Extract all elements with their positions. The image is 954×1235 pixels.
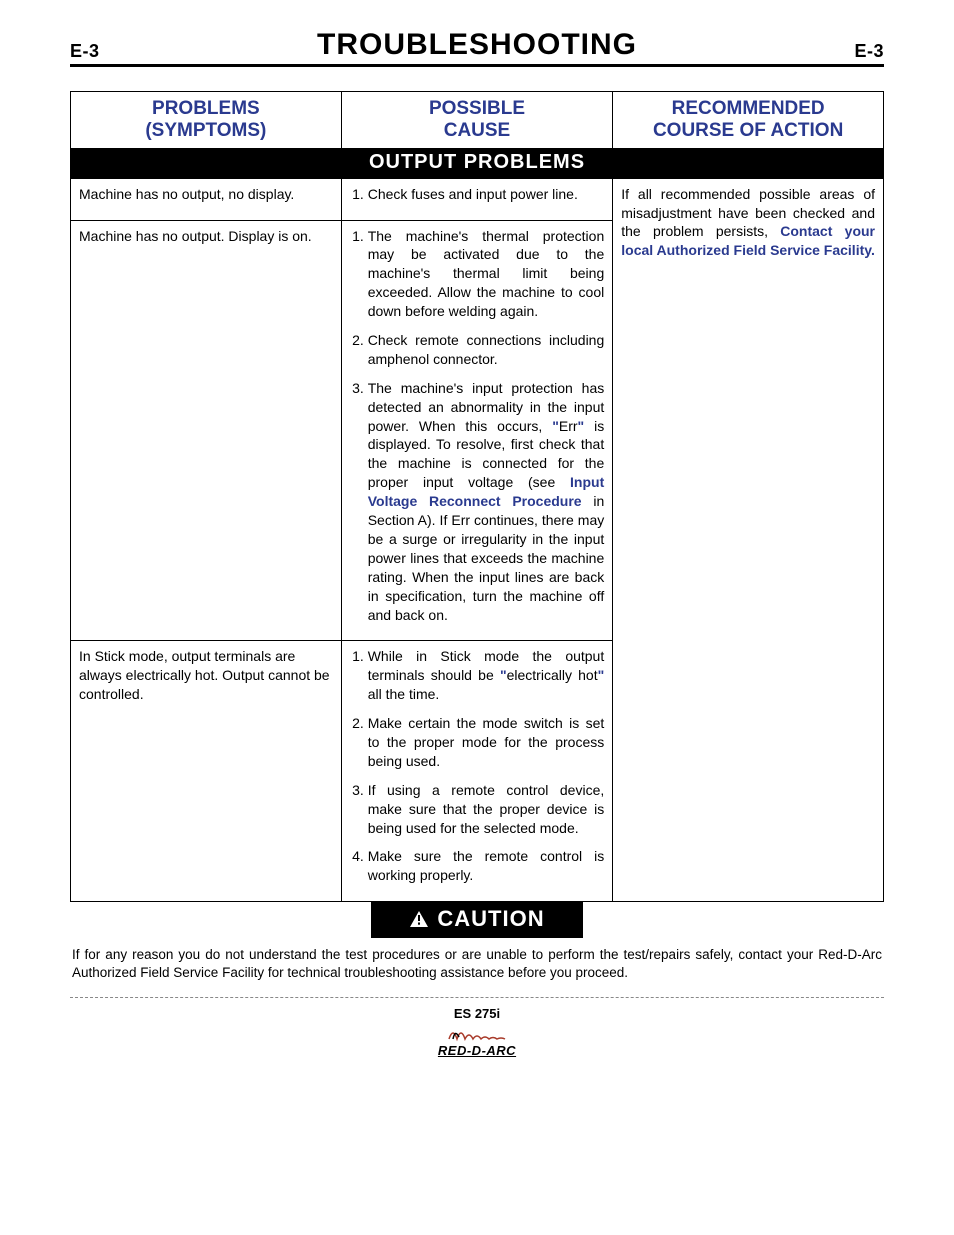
cause-cell: The machine's thermal protection may be …: [341, 220, 613, 641]
cause-item: Check remote connections including amphe…: [368, 331, 605, 369]
problem-cell: Machine has no output. Display is on.: [71, 220, 342, 641]
recommended-cell: If all recommended possible areas of mis…: [613, 178, 884, 902]
page-title: TROUBLESHOOTING: [317, 28, 637, 62]
brand-logo-icon: [447, 1023, 507, 1043]
dashed-separator: [70, 997, 884, 998]
section-band-label: OUTPUT PROBLEMS: [71, 148, 884, 178]
cause-item: Make sure the remote control is working …: [368, 847, 605, 885]
cause-item: While in Stick mode the output terminals…: [368, 647, 605, 704]
page-code-right: E-3: [854, 41, 884, 62]
model-number: ES 275i: [70, 1006, 884, 1021]
page-code-left: E-3: [70, 41, 100, 62]
problem-cell: Machine has no output, no display.: [71, 178, 342, 220]
table-row: Machine has no output, no display. Check…: [71, 178, 884, 220]
col-head-action: RECOMMENDEDCOURSE OF ACTION: [613, 92, 884, 149]
troubleshooting-table: PROBLEMS(SYMPTOMS) POSSIBLECAUSE RECOMME…: [70, 91, 884, 902]
cause-cell: While in Stick mode the output terminals…: [341, 641, 613, 902]
table-header-row: PROBLEMS(SYMPTOMS) POSSIBLECAUSE RECOMME…: [71, 92, 884, 149]
section-band: OUTPUT PROBLEMS: [71, 148, 884, 178]
cause-item: Check fuses and input power line.: [368, 185, 605, 204]
cause-item: Make certain the mode switch is set to t…: [368, 714, 605, 771]
caution-label: CAUTION: [437, 906, 544, 931]
cause-item: The machine's thermal protection may be …: [368, 227, 605, 321]
cause-item: The machine's input protection has detec…: [368, 379, 605, 625]
col-head-cause: POSSIBLECAUSE: [341, 92, 613, 149]
warning-triangle-icon: [409, 910, 429, 928]
brand-name: RED-D-ARC: [70, 1043, 884, 1058]
caution-badge: CAUTION: [371, 902, 582, 938]
caution-text: If for any reason you do not understand …: [72, 946, 882, 982]
page-header: E-3 TROUBLESHOOTING E-3: [70, 28, 884, 67]
caution-section: CAUTION If for any reason you do not und…: [70, 902, 884, 982]
cause-cell: Check fuses and input power line.: [341, 178, 613, 220]
problem-cell: In Stick mode, output terminals are alwa…: [71, 641, 342, 902]
col-head-problems: PROBLEMS(SYMPTOMS): [71, 92, 342, 149]
page-footer: ES 275i RED-D-ARC: [70, 1006, 884, 1058]
cause-item: If using a remote control device, make s…: [368, 781, 605, 838]
